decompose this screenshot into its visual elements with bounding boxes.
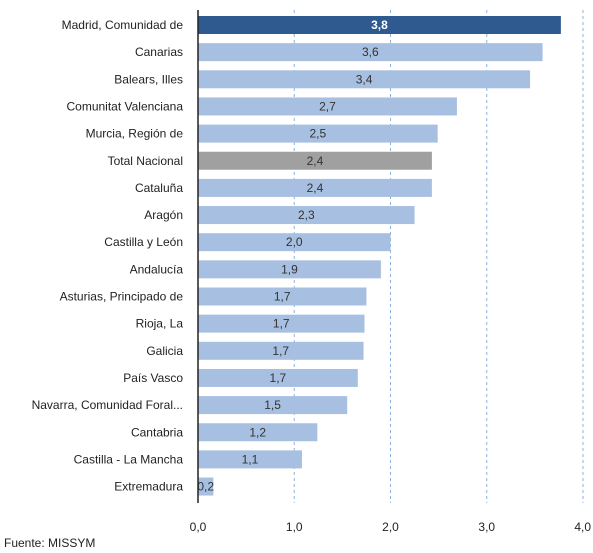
bar <box>198 260 381 279</box>
x-tick-label: 4,0 <box>574 520 591 534</box>
category-label: Cataluña <box>135 181 183 195</box>
bar <box>198 43 543 62</box>
category-label: Cantabria <box>131 425 183 439</box>
data-label: 3,8 <box>371 18 388 32</box>
source-note: Fuente: MISSYM <box>4 536 96 550</box>
category-label: Comunitat Valenciana <box>66 99 183 113</box>
bar <box>198 368 358 387</box>
x-tick-label: 0,0 <box>190 520 207 534</box>
category-label: Castilla y León <box>104 235 183 249</box>
category-label: Navarra, Comunidad Foral... <box>32 398 183 412</box>
data-label: 2,5 <box>309 127 326 141</box>
category-label: Total Nacional <box>108 154 183 168</box>
category-labels: Madrid, Comunidad de Canarias Balears, Ill… <box>32 18 184 494</box>
x-tick-label: 1,0 <box>286 520 303 534</box>
bar <box>198 151 432 170</box>
x-tick-label: 3,0 <box>478 520 495 534</box>
bar <box>198 233 391 252</box>
category-label: Castilla - La Mancha <box>74 452 184 466</box>
data-label: 1,7 <box>274 290 291 304</box>
bar <box>198 396 348 415</box>
bar <box>198 477 214 496</box>
bar <box>198 314 365 333</box>
x-tick-label: 2,0 <box>382 520 399 534</box>
data-label: 1,9 <box>281 262 298 276</box>
category-label: Aragón <box>144 208 183 222</box>
category-label: Asturias, Principado de <box>60 290 184 304</box>
bar <box>198 206 415 225</box>
category-label: Murcia, Región de <box>86 127 184 141</box>
bar <box>198 423 318 442</box>
bar <box>198 97 457 116</box>
data-label: 1,7 <box>273 317 290 331</box>
bar <box>198 287 367 306</box>
bar <box>198 178 432 197</box>
data-label: 0,2 <box>197 480 214 494</box>
category-label: Balears, Illes <box>114 72 183 86</box>
data-label: 1,7 <box>270 371 287 385</box>
category-label: Canarias <box>135 45 183 59</box>
x-tick-labels: 0,0 1,0 2,0 3,0 4,0 <box>190 520 592 534</box>
data-label: 2,4 <box>307 181 324 195</box>
data-label: 1,1 <box>242 452 259 466</box>
category-label: País Vasco <box>123 371 183 385</box>
data-label: 2,4 <box>307 154 324 168</box>
category-label: Galicia <box>146 344 183 358</box>
data-label: 2,0 <box>286 235 303 249</box>
gridlines <box>293 10 584 503</box>
data-labels: 3,8 3,6 3,4 2,7 2,5 2,4 2,4 2,3 2,0 1,9 1,7 1,7 1,7 1… <box>197 18 388 494</box>
category-label: Andalucía <box>130 262 184 276</box>
data-label: 3,6 <box>362 45 379 59</box>
horizontal-bar-chart: Madrid, Comunidad de Canarias Balears, Ill… <box>32 10 592 534</box>
bars <box>198 16 561 496</box>
bar <box>198 70 531 89</box>
data-label: 2,3 <box>298 208 315 222</box>
data-label: 3,4 <box>356 72 373 86</box>
bar <box>198 450 302 469</box>
category-label: Extremadura <box>114 480 183 494</box>
data-label: 1,2 <box>249 425 266 439</box>
bar <box>198 341 364 360</box>
data-label: 1,7 <box>272 344 289 358</box>
category-label: Madrid, Comunidad de <box>62 18 184 32</box>
data-label: 1,5 <box>264 398 281 412</box>
bar <box>198 16 561 34</box>
category-label: Rioja, La <box>136 317 184 331</box>
bar <box>198 124 438 143</box>
data-label: 2,7 <box>319 99 336 113</box>
